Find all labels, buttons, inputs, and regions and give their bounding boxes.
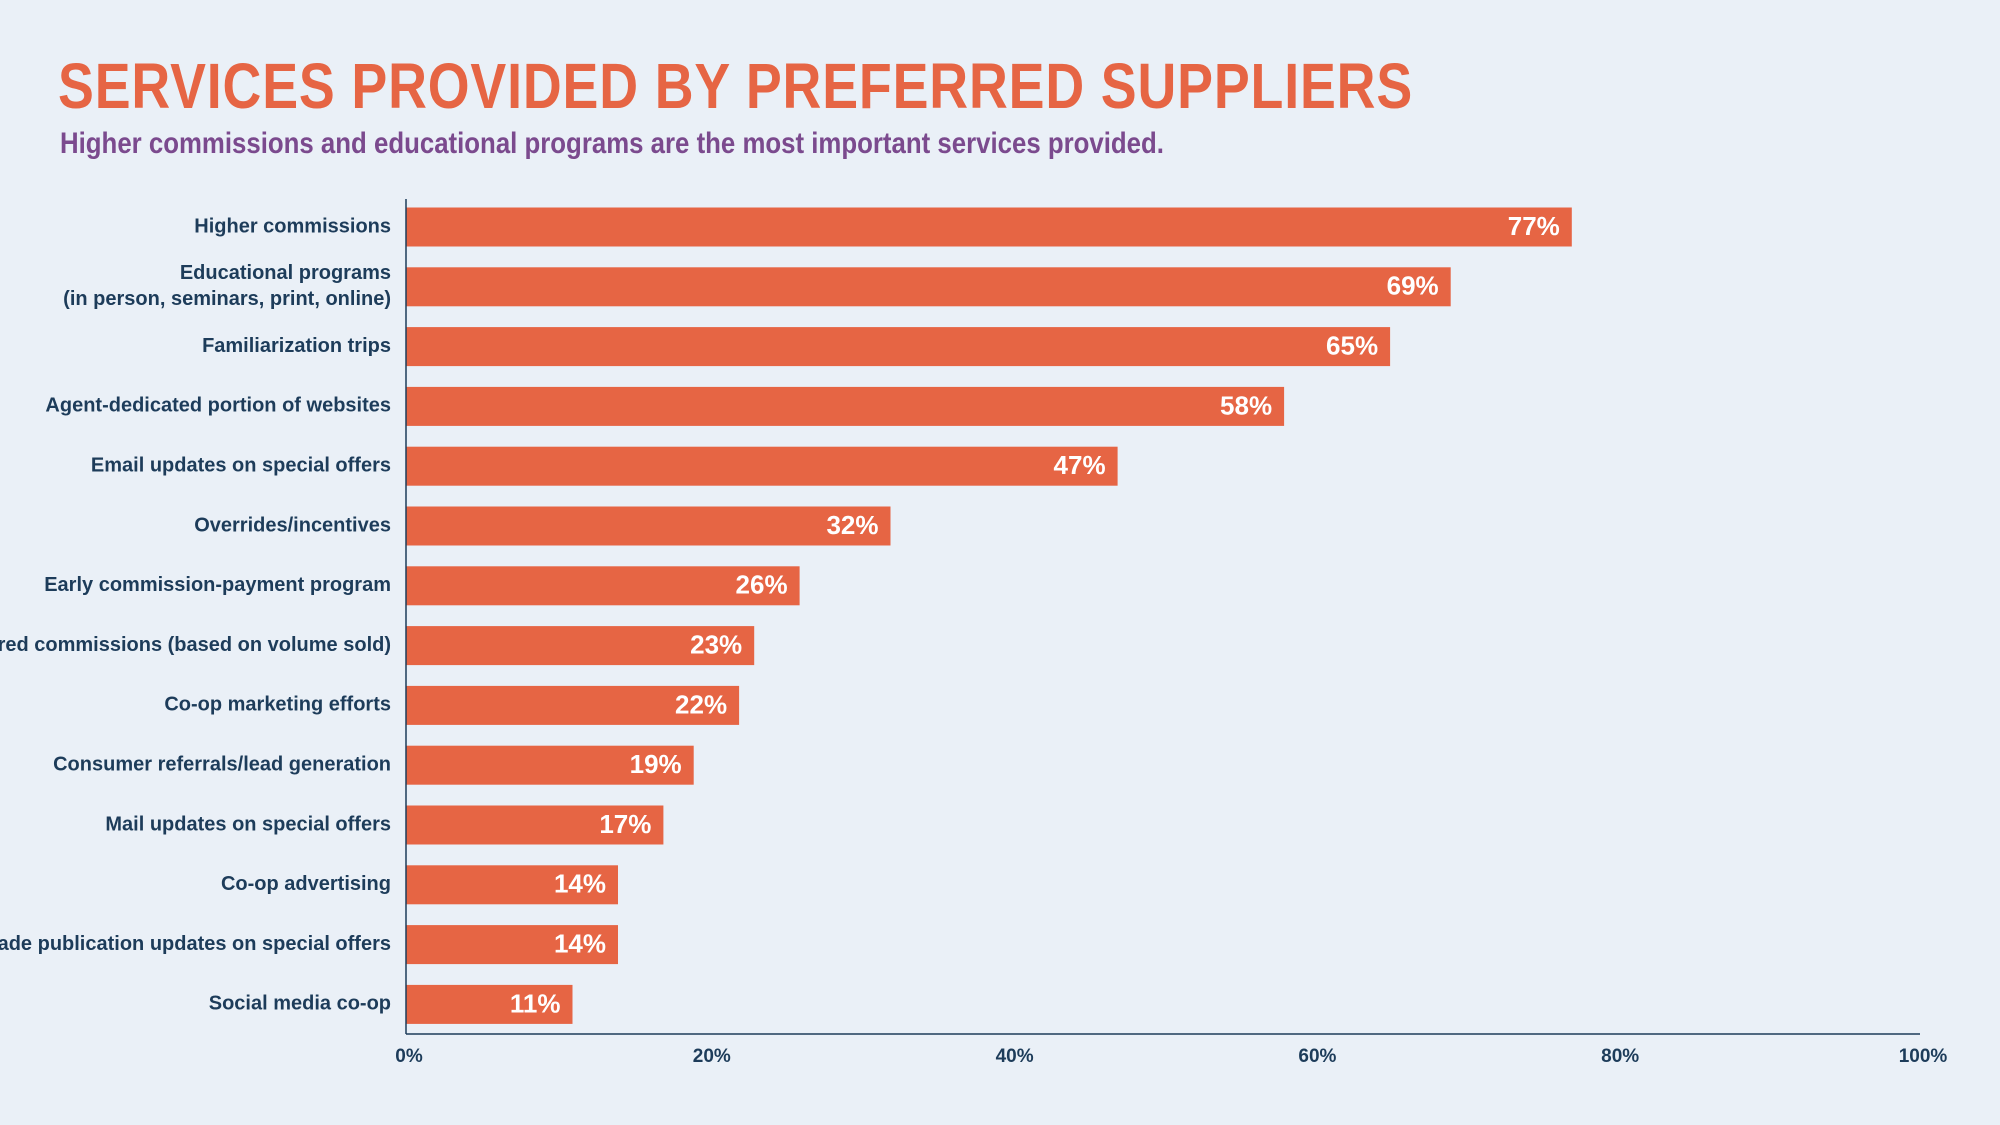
x-tick-label: 80% xyxy=(1601,1046,1639,1067)
bar-value-label: 58% xyxy=(1220,390,1272,420)
bar-value-label: 19% xyxy=(630,749,682,779)
category-label-line: Email updates on special offers xyxy=(91,454,391,476)
bar xyxy=(406,865,618,905)
category-label-line: Mail updates on special offers xyxy=(105,813,391,835)
bar-value-label: 32% xyxy=(826,510,878,540)
category-label: Mail updates on special offers xyxy=(105,813,391,835)
category-label: Social media co-op xyxy=(209,993,391,1015)
category-label: Consumer referrals/lead generation xyxy=(53,753,391,775)
category-label: Trade publication updates on special off… xyxy=(0,933,391,955)
bar-value-label: 65% xyxy=(1326,330,1378,360)
x-tick-label: 60% xyxy=(1298,1046,1336,1067)
category-label-line: Co-op marketing efforts xyxy=(164,694,391,716)
bar xyxy=(406,327,1391,367)
bar xyxy=(406,566,800,606)
bar-value-label: 11% xyxy=(510,988,561,1018)
category-label-line: (in person, seminars, print, online) xyxy=(63,288,391,310)
category-label-line: Social media co-op xyxy=(209,993,391,1015)
x-tick-label: 20% xyxy=(693,1046,731,1067)
category-label-line: Co-op advertising xyxy=(221,873,391,895)
x-tick-label: 40% xyxy=(996,1046,1034,1067)
bars-group xyxy=(406,207,1572,1024)
category-label-line: Overrides/incentives xyxy=(194,514,391,536)
bar xyxy=(406,984,573,1024)
category-label: Educational programs (in person, seminars… xyxy=(63,262,391,310)
bar-value-label: 14% xyxy=(554,869,606,899)
category-label: Early commission-payment program xyxy=(44,574,391,596)
category-label: Tiered commissions (based on volume sold… xyxy=(0,634,391,656)
bar-value-label: 17% xyxy=(599,809,651,839)
bar-value-label: 77% xyxy=(1508,211,1560,241)
category-label: Co-op advertising xyxy=(221,873,391,895)
category-label-line: Higher commissions xyxy=(194,215,391,237)
bar xyxy=(406,386,1285,426)
category-label: Agent-dedicated portion of websites xyxy=(45,395,391,417)
bar-value-label: 14% xyxy=(554,928,606,958)
category-label-line: Educational programs xyxy=(180,262,391,284)
category-label-line: Trade publication updates on special off… xyxy=(0,933,391,955)
category-label-line: Familiarization trips xyxy=(202,335,391,357)
category-label: Higher commissions xyxy=(194,215,391,237)
bar xyxy=(406,626,755,666)
category-label-line: Tiered commissions (based on volume sold… xyxy=(0,634,391,656)
bar xyxy=(406,805,664,845)
bar xyxy=(406,207,1572,247)
bar-value-label: 26% xyxy=(736,570,788,600)
bar xyxy=(406,925,618,965)
bar xyxy=(406,267,1451,307)
bar xyxy=(406,685,740,725)
category-label: Familiarization trips xyxy=(202,335,391,357)
x-tick-label: 0% xyxy=(395,1046,423,1067)
category-label-line: Consumer referrals/lead generation xyxy=(53,753,391,775)
bar-value-label: 23% xyxy=(690,629,742,659)
bar-value-label: 22% xyxy=(675,689,727,719)
x-tick-labels-group: 0% 20% 40% 60% 80% 100% xyxy=(395,1046,1947,1067)
value-labels-group: 77% 69% 65% 58% 47% 32% 26% 23% 22% 19% 17% 14% 14% 1… xyxy=(510,211,1560,1018)
category-label: Co-op marketing efforts xyxy=(164,694,391,716)
bar xyxy=(406,506,891,546)
chart-subtitle: Higher commissions and educational progr… xyxy=(60,127,1164,160)
category-labels-group: Higher commissions Educational programs (i… xyxy=(0,215,391,1014)
category-label: Overrides/incentives xyxy=(194,514,391,536)
bar-value-label: 69% xyxy=(1387,271,1439,301)
bar xyxy=(406,446,1118,486)
category-label-line: Early commission-payment program xyxy=(44,574,391,596)
bar xyxy=(406,745,694,785)
x-tick-label: 100% xyxy=(1899,1046,1948,1067)
chart-title: SERVICES PROVIDED BY PREFERRED SUPPLIERS xyxy=(58,50,1414,122)
category-label: Email updates on special offers xyxy=(91,454,391,476)
bar-value-label: 47% xyxy=(1054,450,1106,480)
category-label-line: Agent-dedicated portion of websites xyxy=(45,395,391,417)
